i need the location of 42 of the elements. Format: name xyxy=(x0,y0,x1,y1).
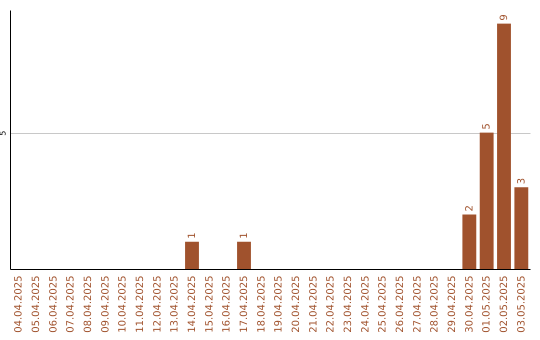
x-tick-label: 19.04.2025 xyxy=(274,276,285,333)
x-tick-label: 27.04.2025 xyxy=(412,276,424,333)
data-label: 5 xyxy=(482,123,493,130)
x-tick-label: 29.04.2025 xyxy=(447,276,458,333)
x-tick-label: 12.04.2025 xyxy=(152,276,164,333)
x-tick-label: 08.04.2025 xyxy=(83,276,94,333)
x-tick-label: 26.04.2025 xyxy=(395,276,406,333)
x-tick-label: 11.04.2025 xyxy=(135,276,146,333)
x-tick-label: 28.04.2025 xyxy=(430,276,441,333)
x-tick-label: 30.04.2025 xyxy=(464,276,476,333)
data-label: 1 xyxy=(187,232,198,239)
bar xyxy=(480,132,494,269)
x-tick-label: 25.04.2025 xyxy=(378,276,389,333)
bar xyxy=(237,242,251,269)
bar xyxy=(497,24,511,269)
x-tick-label: 18.04.2025 xyxy=(256,276,268,333)
x-tick-label: 24.04.2025 xyxy=(360,276,372,333)
bar xyxy=(462,214,476,269)
data-label: 1 xyxy=(239,232,250,239)
bar xyxy=(514,187,528,269)
x-tick-label: 16.04.2025 xyxy=(222,276,233,333)
x-tick-label: 02.05.2025 xyxy=(499,276,510,333)
data-label: 2 xyxy=(464,205,476,212)
x-tick-label: 13.04.2025 xyxy=(170,276,181,333)
x-tick-label: 15.04.2025 xyxy=(204,276,216,333)
x-tick-label: 17.04.2025 xyxy=(239,276,250,333)
x-tick-label: 14.04.2025 xyxy=(187,276,198,333)
x-tick-label: 21.04.2025 xyxy=(308,276,320,333)
x-tick-label: 10.04.2025 xyxy=(118,276,129,333)
x-tick-label: 23.04.2025 xyxy=(343,276,354,333)
data-label: 3 xyxy=(516,178,528,184)
data-label: 9 xyxy=(499,14,510,21)
bar xyxy=(185,242,199,269)
x-tick-label: 09.04.2025 xyxy=(100,276,112,333)
x-tick-label: 05.04.2025 xyxy=(31,276,42,333)
x-tick-label: 03.05.2025 xyxy=(516,276,528,333)
x-tick-label: 07.04.2025 xyxy=(66,276,77,333)
x-tick-label: 22.04.2025 xyxy=(326,276,337,333)
x-tick-label: 04.04.2025 xyxy=(14,276,25,333)
x-tick-label: 01.05.2025 xyxy=(482,276,493,333)
x-tick-label: 20.04.2025 xyxy=(291,276,302,333)
x-tick-label: 06.04.2025 xyxy=(48,276,60,333)
